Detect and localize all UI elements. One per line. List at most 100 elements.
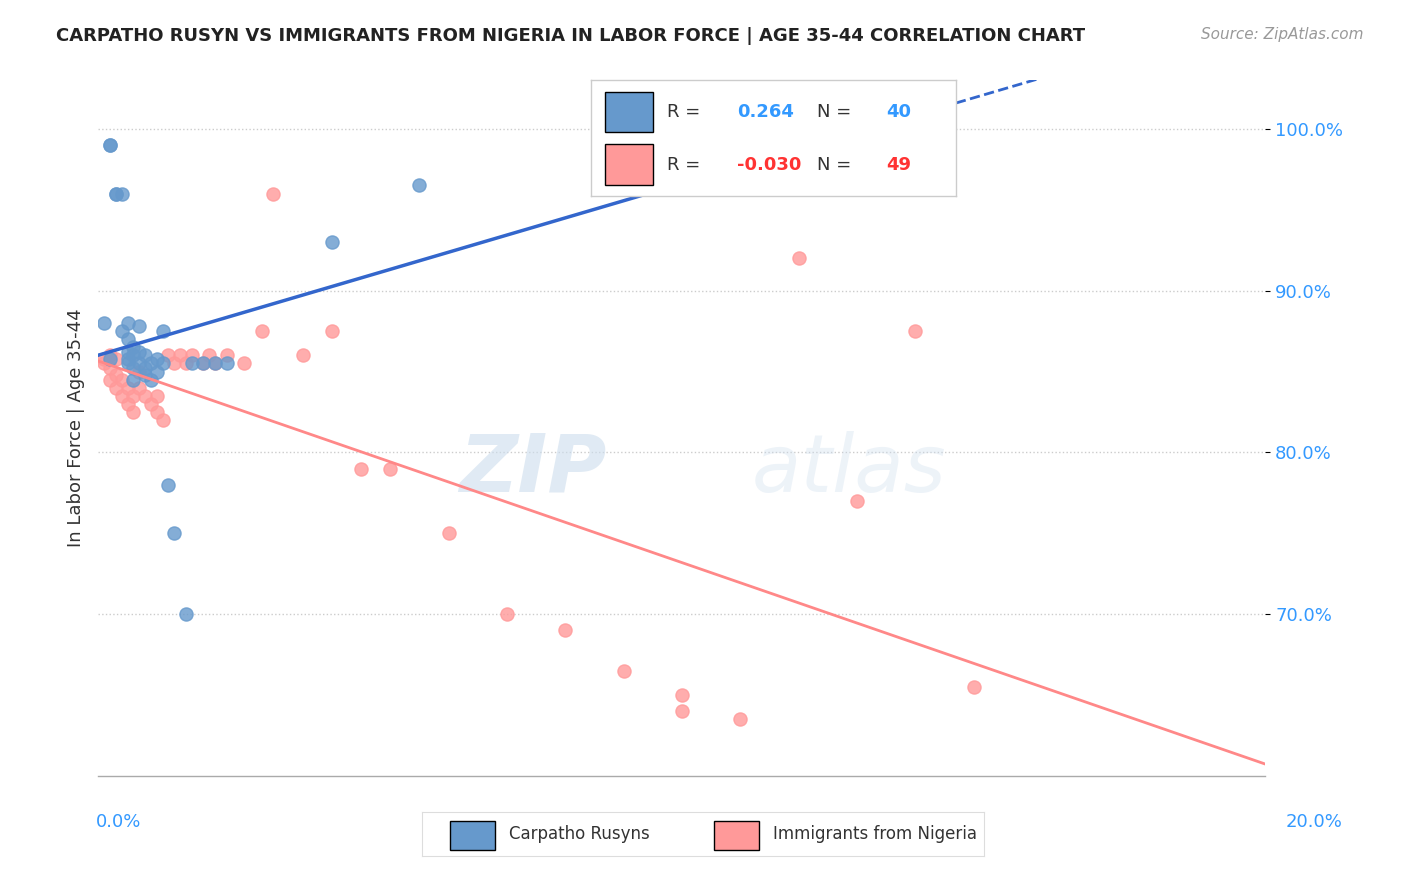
Point xyxy=(146,405,169,419)
Point xyxy=(98,138,121,153)
Text: -0.030: -0.030 xyxy=(737,156,801,174)
Point xyxy=(163,526,186,541)
Point xyxy=(93,356,115,370)
Point xyxy=(612,664,634,678)
Text: 20.0%: 20.0% xyxy=(1286,814,1343,831)
Point xyxy=(146,365,169,379)
Point xyxy=(437,526,460,541)
Point xyxy=(152,324,174,338)
Point xyxy=(157,348,180,362)
Point xyxy=(321,324,343,338)
Text: Source: ZipAtlas.com: Source: ZipAtlas.com xyxy=(1201,27,1364,42)
Point xyxy=(163,356,186,370)
Point xyxy=(104,186,127,201)
Point xyxy=(787,252,810,266)
Point xyxy=(215,348,238,362)
Point xyxy=(846,121,869,136)
Point xyxy=(233,356,256,370)
Point xyxy=(321,235,343,249)
Point xyxy=(139,356,162,370)
Text: CARPATHO RUSYN VS IMMIGRANTS FROM NIGERIA IN LABOR FORCE | AGE 35-44 CORRELATION: CARPATHO RUSYN VS IMMIGRANTS FROM NIGERI… xyxy=(56,27,1085,45)
Point xyxy=(93,351,115,366)
Point xyxy=(408,178,430,193)
Point xyxy=(111,389,134,403)
Point xyxy=(291,348,314,362)
Point xyxy=(122,405,145,419)
Point xyxy=(134,368,156,382)
Point xyxy=(193,356,215,370)
Point xyxy=(262,186,284,201)
Text: 0.264: 0.264 xyxy=(737,103,793,120)
Point xyxy=(117,345,139,359)
Point xyxy=(180,348,202,362)
Point xyxy=(104,368,127,382)
Point xyxy=(122,373,145,387)
Point xyxy=(122,340,145,354)
Point xyxy=(98,373,121,387)
Point xyxy=(128,345,150,359)
Point xyxy=(174,607,197,622)
Point xyxy=(111,373,134,387)
Point xyxy=(122,361,145,376)
Text: Carpatho Rusyns: Carpatho Rusyns xyxy=(509,825,650,843)
Point xyxy=(380,461,402,475)
Point xyxy=(98,351,121,366)
Point xyxy=(139,373,162,387)
Text: 0.0%: 0.0% xyxy=(96,814,141,831)
Point xyxy=(962,680,984,694)
Text: Immigrants from Nigeria: Immigrants from Nigeria xyxy=(773,825,977,843)
Y-axis label: In Labor Force | Age 35-44: In Labor Force | Age 35-44 xyxy=(66,309,84,548)
Text: N =: N = xyxy=(817,103,858,120)
Point xyxy=(350,461,373,475)
Point xyxy=(204,356,226,370)
Point xyxy=(250,324,273,338)
Point xyxy=(111,324,134,338)
Point xyxy=(93,316,115,330)
Point xyxy=(139,397,162,411)
Text: R =: R = xyxy=(668,103,706,120)
Point xyxy=(117,316,139,330)
Point xyxy=(157,477,180,491)
Point xyxy=(554,624,576,638)
Point xyxy=(730,713,752,727)
Point xyxy=(146,351,169,366)
Point xyxy=(204,356,226,370)
Point xyxy=(152,413,174,427)
Point xyxy=(122,348,145,362)
Point xyxy=(104,186,127,201)
Point xyxy=(904,324,927,338)
Point xyxy=(671,704,693,718)
FancyBboxPatch shape xyxy=(714,821,759,849)
FancyBboxPatch shape xyxy=(605,144,652,185)
Text: N =: N = xyxy=(817,156,858,174)
Point xyxy=(134,348,156,362)
Point xyxy=(496,607,519,622)
Text: 49: 49 xyxy=(887,156,911,174)
Point xyxy=(117,351,139,366)
Text: atlas: atlas xyxy=(752,431,946,509)
Point xyxy=(134,361,156,376)
Point xyxy=(117,397,139,411)
Point xyxy=(104,381,127,395)
Point xyxy=(122,389,145,403)
Point xyxy=(117,381,139,395)
Point xyxy=(146,389,169,403)
Point xyxy=(169,348,191,362)
Text: R =: R = xyxy=(668,156,706,174)
Point xyxy=(671,121,693,136)
FancyBboxPatch shape xyxy=(605,92,652,132)
Point xyxy=(215,356,238,370)
Point xyxy=(117,356,139,370)
Point xyxy=(671,688,693,702)
Point xyxy=(152,356,174,370)
Text: 40: 40 xyxy=(887,103,911,120)
Point xyxy=(98,361,121,376)
Point xyxy=(180,356,202,370)
Point xyxy=(128,319,150,334)
Point xyxy=(117,332,139,346)
Point xyxy=(128,356,150,370)
Point xyxy=(193,356,215,370)
Point xyxy=(846,494,869,508)
Point xyxy=(98,348,121,362)
Point xyxy=(134,389,156,403)
